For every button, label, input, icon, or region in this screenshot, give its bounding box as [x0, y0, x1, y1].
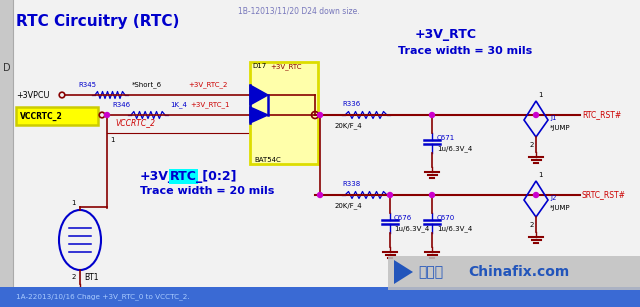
Text: D17: D17 [252, 63, 266, 69]
Text: BAT54C: BAT54C [254, 157, 281, 163]
Text: R345: R345 [78, 82, 96, 88]
Text: 2: 2 [530, 142, 534, 148]
Text: RTC_RST#: RTC_RST# [582, 111, 621, 119]
Circle shape [104, 112, 109, 118]
Text: 1u/6.3V_4: 1u/6.3V_4 [437, 225, 472, 232]
Text: RTC: RTC [170, 170, 197, 183]
Polygon shape [394, 260, 413, 284]
Circle shape [429, 112, 435, 118]
Circle shape [534, 112, 538, 118]
Text: J1: J1 [550, 115, 557, 121]
Text: R338: R338 [342, 181, 360, 187]
Text: +3V_RTC: +3V_RTC [415, 28, 477, 41]
Text: 1u/6.3V_4: 1u/6.3V_4 [437, 145, 472, 152]
Text: 2: 2 [530, 222, 534, 228]
Text: +3V_: +3V_ [140, 170, 175, 183]
Text: 1B-12013/11/20 D24 down size.: 1B-12013/11/20 D24 down size. [238, 6, 360, 15]
Text: *JUMP: *JUMP [550, 125, 571, 131]
Circle shape [429, 192, 435, 197]
Text: C670: C670 [437, 215, 455, 221]
Text: R346: R346 [112, 102, 130, 108]
Text: C676: C676 [394, 215, 412, 221]
Text: BT1: BT1 [84, 273, 99, 282]
Text: 1: 1 [72, 200, 76, 206]
Bar [16, 107, 98, 125]
Bar [388, 256, 640, 290]
Text: VCCRTC_2: VCCRTC_2 [115, 118, 155, 127]
Text: +3V_RTC_2: +3V_RTC_2 [188, 81, 227, 88]
Text: R336: R336 [342, 101, 360, 107]
Text: 迅维网: 迅维网 [418, 265, 443, 279]
Text: VCCRTC_2: VCCRTC_2 [20, 111, 63, 121]
Text: 1: 1 [538, 92, 543, 98]
Text: Chinafix.com: Chinafix.com [468, 265, 569, 279]
Circle shape [387, 192, 392, 197]
Text: +3V_RTC: +3V_RTC [270, 63, 301, 70]
Text: C671: C671 [437, 135, 455, 141]
Polygon shape [250, 107, 268, 123]
Text: *JUMP: *JUMP [550, 205, 571, 211]
Text: 1: 1 [110, 137, 115, 143]
Text: SRTC_RST#: SRTC_RST# [582, 191, 626, 200]
Text: 20K/F_4: 20K/F_4 [335, 202, 363, 209]
Polygon shape [250, 85, 268, 105]
Text: 1K_4: 1K_4 [170, 101, 187, 108]
Text: Trace width = 30 mils: Trace width = 30 mils [398, 46, 532, 56]
Text: +3VPCU: +3VPCU [16, 91, 49, 99]
Text: D: D [3, 63, 10, 73]
Text: 20K/F_4: 20K/F_4 [335, 122, 363, 129]
Text: 2: 2 [72, 274, 76, 280]
Text: Trace width = 20 mils: Trace width = 20 mils [140, 186, 275, 196]
Text: RTC Circuitry (RTC): RTC Circuitry (RTC) [16, 14, 179, 29]
Text: 1u/6.3V_4: 1u/6.3V_4 [394, 225, 429, 232]
Text: _[0:2]: _[0:2] [196, 170, 237, 183]
Text: J2: J2 [550, 195, 556, 201]
Text: +3V_RTC_1: +3V_RTC_1 [190, 101, 230, 108]
Bar [0, 0, 13, 307]
Bar [0, 287, 640, 307]
Text: 1A-22013/10/16 Chage +3V_RTC_0 to VCCTC_2.: 1A-22013/10/16 Chage +3V_RTC_0 to VCCTC_… [16, 293, 189, 300]
Text: *Short_6: *Short_6 [132, 81, 162, 88]
Text: 1: 1 [538, 172, 543, 178]
Circle shape [534, 192, 538, 197]
Bar [250, 62, 318, 164]
Circle shape [317, 112, 323, 118]
Circle shape [317, 192, 323, 197]
